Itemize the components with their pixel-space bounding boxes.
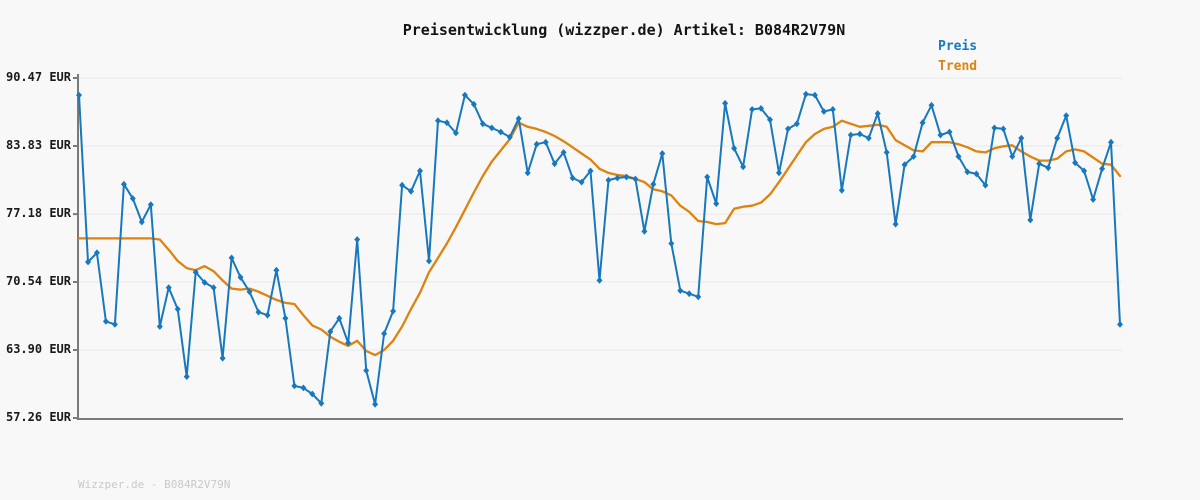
y-axis-label-83-83: 83.83 EUR — [5, 137, 71, 152]
legend-item-trend: Trend — [938, 60, 977, 74]
watermark: Wizzper.de - B084R2V79N — [78, 478, 231, 491]
y-axis-label-63-90: 63.90 EUR — [5, 342, 71, 357]
y-axis-label-77-18: 77.18 EUR — [5, 206, 71, 221]
chart-title: Preisentwicklung (wizzper.de) Artikel: B… — [402, 21, 846, 39]
y-axis-label-57-26: 57.26 EUR — [5, 410, 71, 424]
y-axis-label-70-54: 70.54 EUR — [5, 274, 71, 289]
legend-item-preis: Preis — [938, 40, 977, 54]
legend-label-preis: Preis — [938, 39, 978, 54]
legend-label-trend: Trend — [938, 59, 978, 74]
y-axis-label-90-47: 90.47 EUR — [5, 70, 71, 84]
